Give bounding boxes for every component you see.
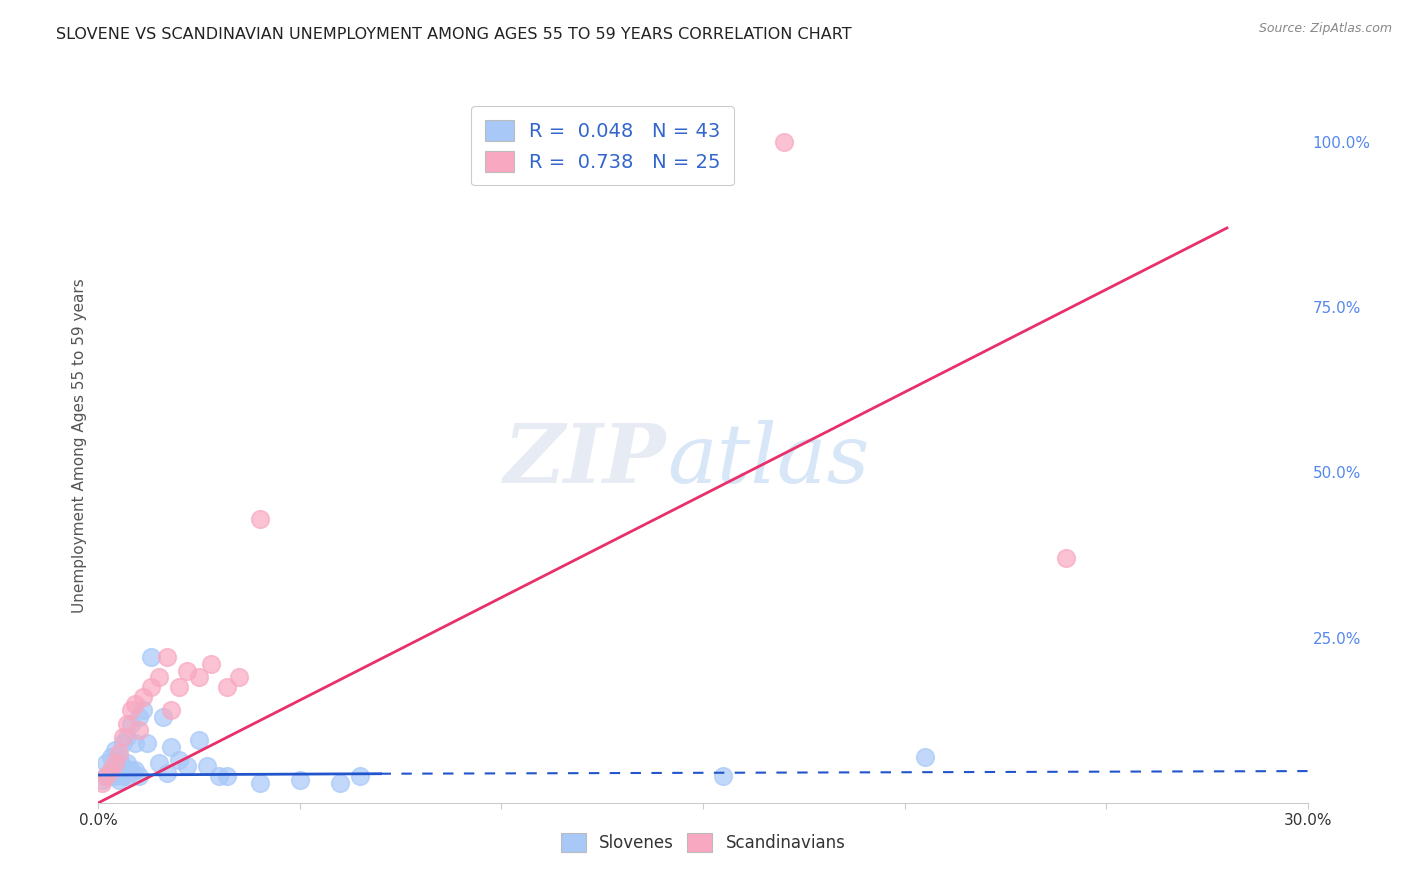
Point <box>135 736 157 750</box>
Point <box>124 697 146 711</box>
Text: ZIP: ZIP <box>505 420 666 500</box>
Point <box>103 759 125 773</box>
Point <box>156 766 179 780</box>
Legend: Slovenes, Scandinavians: Slovenes, Scandinavians <box>554 827 852 859</box>
Point <box>228 670 250 684</box>
Point <box>96 769 118 783</box>
Point <box>107 763 129 777</box>
Point <box>160 703 183 717</box>
Point <box>128 769 150 783</box>
Point <box>217 680 239 694</box>
Point <box>195 759 218 773</box>
Point <box>217 769 239 783</box>
Point <box>491 135 513 149</box>
Text: atlas: atlas <box>666 420 869 500</box>
Point <box>914 749 936 764</box>
Point <box>124 763 146 777</box>
Point <box>120 716 142 731</box>
Point <box>103 769 125 783</box>
Point <box>249 511 271 525</box>
Point <box>100 763 122 777</box>
Point <box>100 769 122 783</box>
Point <box>188 670 211 684</box>
Point <box>111 736 134 750</box>
Point <box>152 710 174 724</box>
Point <box>107 749 129 764</box>
Point <box>167 753 190 767</box>
Point <box>349 769 371 783</box>
Point <box>107 772 129 787</box>
Point <box>120 763 142 777</box>
Point <box>96 769 118 783</box>
Point <box>176 759 198 773</box>
Point <box>772 135 794 149</box>
Point <box>200 657 222 671</box>
Point <box>139 650 162 665</box>
Y-axis label: Unemployment Among Ages 55 to 59 years: Unemployment Among Ages 55 to 59 years <box>72 278 87 614</box>
Point <box>115 756 138 771</box>
Point <box>128 710 150 724</box>
Point <box>111 759 134 773</box>
Point <box>100 763 122 777</box>
Point <box>115 730 138 744</box>
Point <box>91 772 114 787</box>
Point <box>160 739 183 754</box>
Point <box>329 776 352 790</box>
Point <box>115 769 138 783</box>
Point <box>111 730 134 744</box>
Point <box>167 680 190 694</box>
Point <box>111 769 134 783</box>
Point <box>148 670 170 684</box>
Point <box>124 736 146 750</box>
Point <box>711 769 734 783</box>
Point <box>148 756 170 771</box>
Point <box>107 746 129 760</box>
Point <box>115 716 138 731</box>
Point <box>132 703 155 717</box>
Point <box>132 690 155 704</box>
Point <box>188 733 211 747</box>
Point <box>156 650 179 665</box>
Point <box>128 723 150 738</box>
Point <box>103 756 125 771</box>
Point <box>139 680 162 694</box>
Point <box>96 756 118 771</box>
Point <box>176 664 198 678</box>
Point <box>91 776 114 790</box>
Point <box>249 776 271 790</box>
Text: Source: ZipAtlas.com: Source: ZipAtlas.com <box>1258 22 1392 36</box>
Point <box>100 749 122 764</box>
Point <box>120 703 142 717</box>
Point <box>1054 551 1077 566</box>
Point <box>208 769 231 783</box>
Text: SLOVENE VS SCANDINAVIAN UNEMPLOYMENT AMONG AGES 55 TO 59 YEARS CORRELATION CHART: SLOVENE VS SCANDINAVIAN UNEMPLOYMENT AMO… <box>56 27 852 42</box>
Point <box>103 743 125 757</box>
Point <box>288 772 311 787</box>
